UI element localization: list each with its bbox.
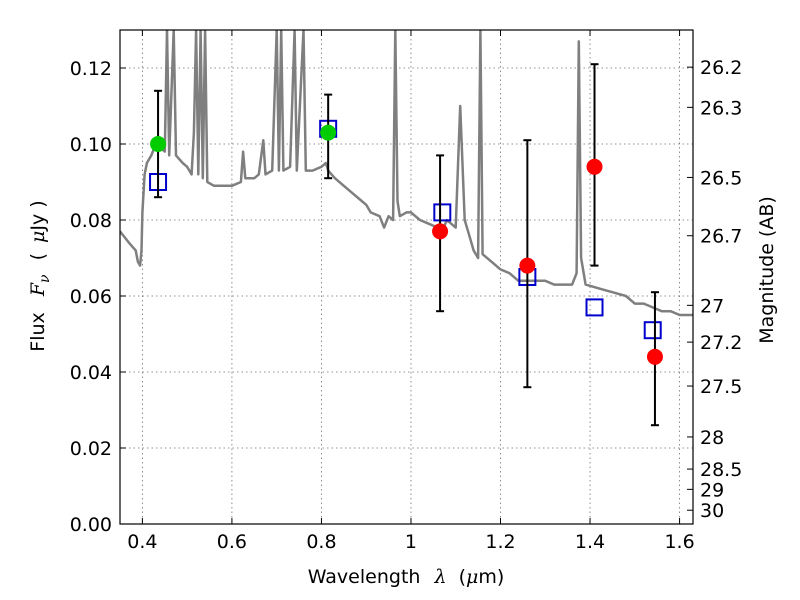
- y-tick-label: 0.04: [70, 362, 112, 384]
- ticks: [120, 30, 693, 525]
- x-tick-label: 1.4: [575, 531, 605, 553]
- plot-frame: [119, 29, 694, 525]
- model-flux-square: [585, 298, 604, 317]
- y-axis-label-unit-open: (: [27, 253, 49, 260]
- y2-tick-label: 27.5: [700, 376, 742, 398]
- y2-tick-label: 30: [700, 500, 724, 522]
- x-axis-label-unit-rest: m): [478, 566, 504, 588]
- y2-tick-label: 26.3: [700, 97, 742, 119]
- detection-point: [432, 223, 449, 240]
- y2-tick-label: 28: [700, 427, 724, 449]
- x-axis-label-unit-open: (: [459, 566, 466, 588]
- x-tick-label: 1.2: [485, 531, 515, 553]
- y2-tick-label: 28.5: [700, 459, 742, 481]
- y2-tick-label: 27.2: [700, 332, 742, 354]
- y2-tick-label: 26.5: [700, 167, 742, 189]
- y-axis-label-text: Flux: [27, 312, 49, 352]
- detection-point: [519, 257, 536, 274]
- x-tick-label: 1: [405, 531, 417, 553]
- detection-point: [646, 348, 663, 365]
- y-tick-label: 0.08: [70, 210, 112, 232]
- y2-tick-label: 26.2: [700, 57, 742, 79]
- y-tick-label: 0.12: [70, 58, 112, 80]
- y-tick-label: 0.06: [70, 286, 112, 308]
- detection-point: [320, 124, 337, 141]
- x-tick-label: 0.6: [217, 531, 247, 553]
- plot-area: [120, 30, 693, 427]
- x-axis-label-text: Wavelength: [308, 566, 421, 588]
- x-axis-label-symbol: λ: [433, 566, 446, 588]
- y-axis-label: Flux Fν ( μJy ): [27, 200, 54, 351]
- tick-labels: 0.4 0.6 0.8 1 1.2 1.4 1.6 0.00 0.02 0.04 0.06 0.08 0…: [70, 57, 743, 553]
- model-flux-square: [433, 203, 452, 222]
- y-tick-label: 0.00: [70, 514, 112, 536]
- spectrum-line: [120, 30, 693, 317]
- y-axis-label-subscript: ν: [37, 274, 53, 283]
- x-tick-label: 1.6: [664, 531, 694, 553]
- y-axis-label-symbol: F: [27, 282, 49, 297]
- x-axis-label-unit-mu: μ: [466, 566, 478, 588]
- y2-tick-label: 26.7: [700, 226, 742, 248]
- model-flux-square: [643, 321, 662, 340]
- y-axis-label-unit-mu: μ: [27, 231, 49, 243]
- detection-point: [586, 158, 603, 175]
- x-axis-label: Wavelength λ (μm): [308, 566, 505, 588]
- y2-tick-label: 27: [700, 295, 724, 317]
- y2-tick-label: 29: [700, 479, 724, 501]
- x-tick-label: 0.8: [306, 531, 336, 553]
- y2-axis-label: Magnitude (AB): [756, 196, 778, 344]
- detection-point: [150, 136, 167, 152]
- x-tick-label: 0.4: [127, 531, 157, 553]
- y-tick-label: 0.02: [70, 438, 112, 460]
- y-tick-label: 0.10: [70, 134, 112, 156]
- y-axis-label-unit-rest: Jy ): [27, 200, 49, 231]
